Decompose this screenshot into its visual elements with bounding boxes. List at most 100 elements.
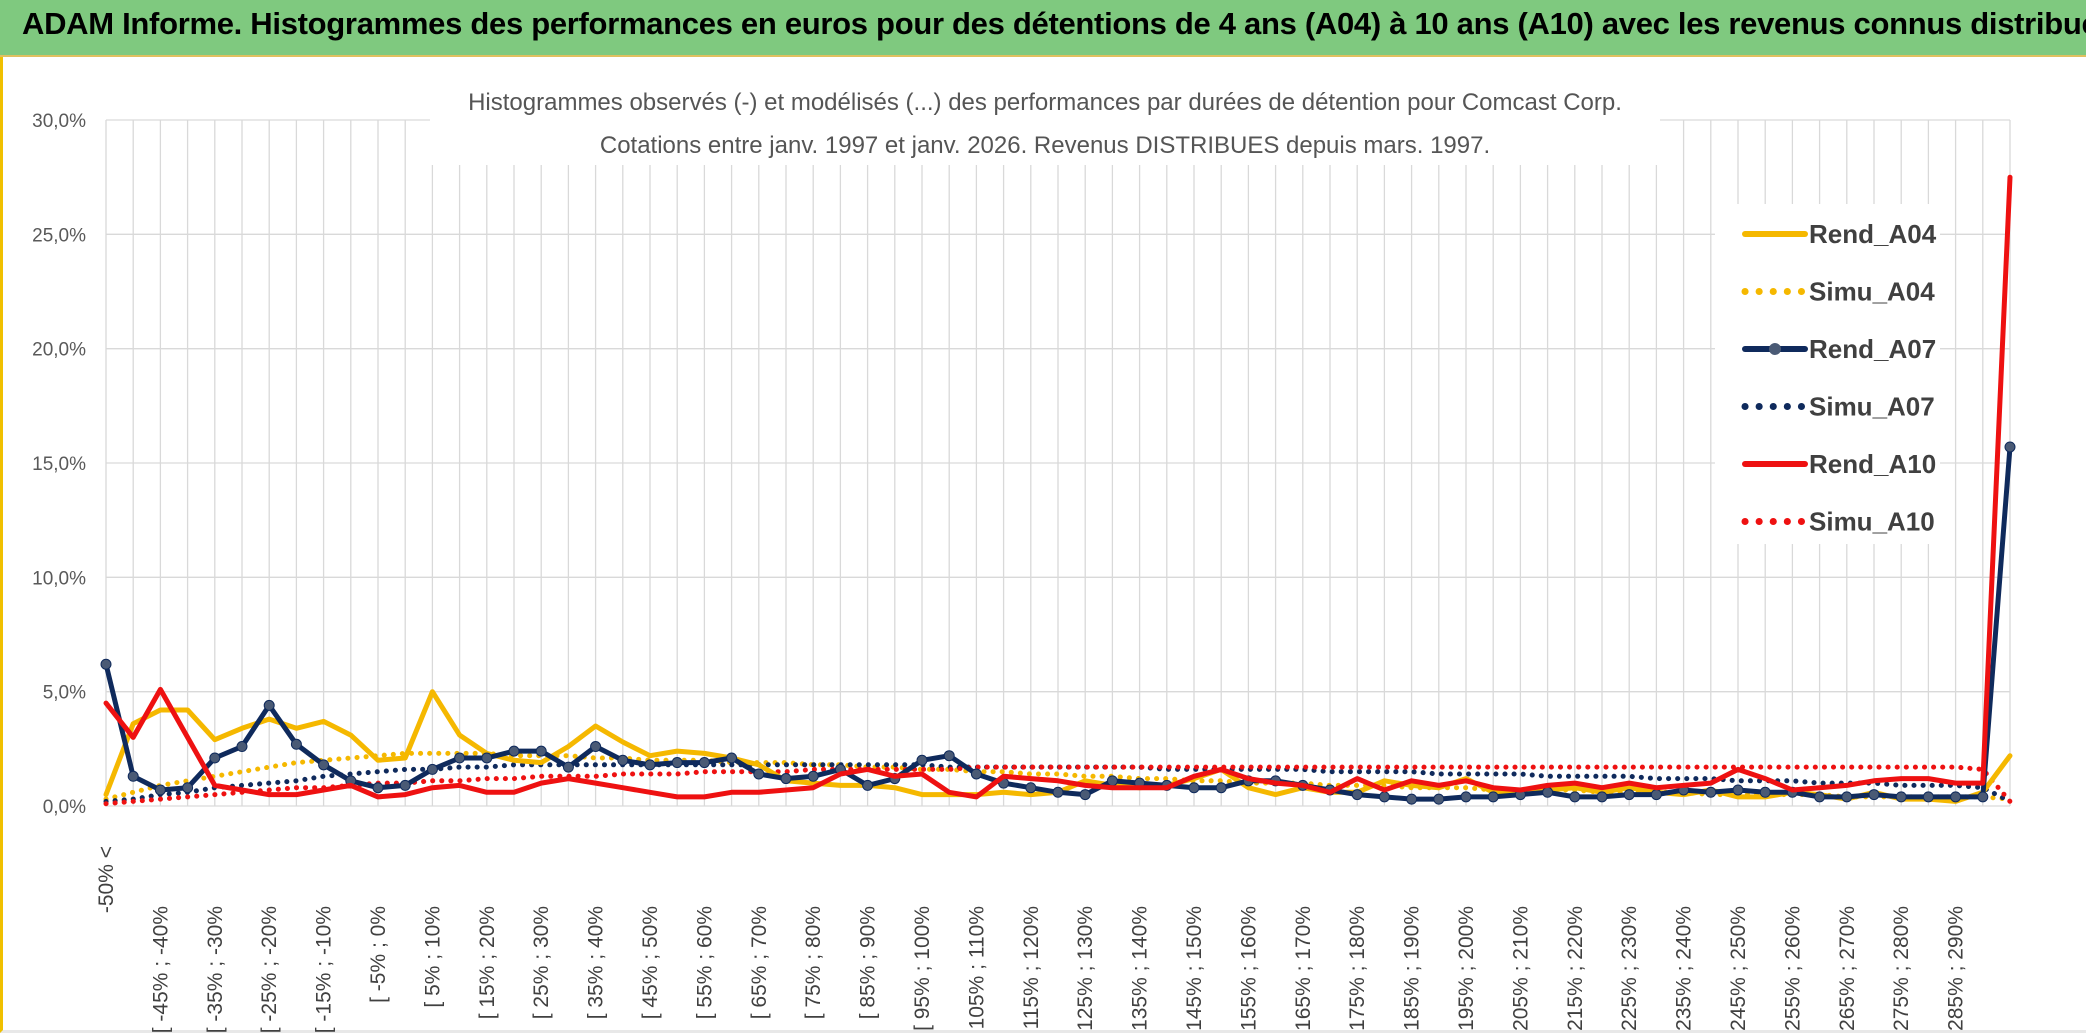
data-point (290, 738, 302, 750)
data-point (1977, 791, 1989, 803)
data-point (1841, 791, 1853, 803)
data-point (1433, 793, 1445, 805)
x-tick-label: [ 215% ; 220% (1564, 906, 1587, 1033)
data-point (1895, 791, 1907, 803)
data-point (644, 759, 656, 771)
x-tick-label: [ 35% ; 40% (585, 906, 608, 1019)
data-point (617, 754, 629, 766)
legend-item-Simu_A07: Simu_A07 (1741, 392, 1935, 422)
data-point (2004, 441, 2016, 453)
x-tick-label: [ 255% ; 260% (1781, 906, 1804, 1033)
y-tick-label: 25,0% (32, 225, 86, 246)
legend-label: Simu_A04 (1809, 277, 1935, 307)
data-point (1623, 789, 1635, 801)
data-point (454, 752, 466, 764)
y-axis-ticks: 0,0% 5,0% 10,0% 15,0% 20,0% 25,0% 30,0% (32, 111, 86, 818)
data-point (943, 750, 955, 762)
data-point (1188, 782, 1200, 794)
data-point (1106, 775, 1118, 787)
data-point (399, 779, 411, 791)
x-tick-label: [ 195% ; 200% (1455, 906, 1478, 1033)
data-point (100, 658, 112, 670)
x-tick-label: [ 285% ; 290% (1945, 906, 1968, 1033)
legend-label: Rend_A07 (1809, 334, 1936, 364)
data-point (1814, 791, 1826, 803)
data-point (916, 754, 928, 766)
data-point (1406, 793, 1418, 805)
x-tick-label: [ 265% ; 270% (1836, 906, 1859, 1033)
data-point (1759, 786, 1771, 798)
data-point (590, 741, 602, 753)
title-background (430, 80, 1660, 165)
series-layer (100, 174, 2016, 807)
data-point (1950, 791, 1962, 803)
legend: Rend_A04 Simu_A04 Rend_A07 Simu_A07 Rend_A10… (1715, 204, 1940, 544)
series-Rend_A10 (103, 174, 2013, 800)
x-tick-label: [ 25% ; 30% (530, 906, 553, 1019)
data-point (1542, 786, 1554, 798)
data-point (1596, 791, 1608, 803)
legend-marker (1769, 343, 1781, 355)
x-tick-label: [ 245% ; 250% (1727, 906, 1750, 1033)
chart-title: Histogrammes observés (-) et modélisés (… (468, 89, 1622, 116)
legend-label: Rend_A10 (1809, 449, 1936, 479)
x-tick-label: [ 105% ; 110% (965, 906, 988, 1033)
x-tick-label: [ 45% ; 50% (639, 906, 662, 1019)
y-tick-label: 5,0% (43, 683, 86, 704)
x-tick-label: [ 155% ; 160% (1237, 906, 1260, 1033)
x-tick-label: [ 55% ; 60% (693, 906, 716, 1019)
data-point (970, 768, 982, 780)
y-tick-label: 15,0% (32, 454, 86, 475)
y-tick-label: 0,0% (43, 797, 86, 818)
data-point (263, 699, 275, 711)
x-tick-label: -50% < (95, 846, 118, 913)
series-line-Rend_A10 (103, 174, 2013, 800)
data-point (209, 752, 221, 764)
data-point (1460, 791, 1472, 803)
chart-subtitle: Cotations entre janv. 1997 et janv. 2026… (600, 132, 1490, 159)
x-tick-label: [ 95% ; 100% (911, 906, 934, 1031)
x-tick-label: [ 75% ; 80% (802, 906, 825, 1019)
x-tick-label: [ 145% ; 150% (1183, 906, 1206, 1033)
data-point (508, 745, 520, 757)
data-point (698, 757, 710, 769)
data-point (753, 768, 765, 780)
data-point (154, 784, 166, 796)
data-point (182, 782, 194, 794)
data-point (1922, 791, 1934, 803)
legend-item-Rend_A10: Rend_A10 (1742, 449, 1936, 479)
legend-item-Simu_A04: Simu_A04 (1741, 277, 1935, 307)
x-tick-label: [ 165% ; 170% (1292, 906, 1315, 1033)
series-line-Simu_A10 (103, 764, 2013, 807)
legend-label: Rend_A04 (1809, 219, 1937, 249)
data-point (127, 770, 139, 782)
legend-item-Rend_A04: Rend_A04 (1742, 219, 1937, 249)
data-point (862, 779, 874, 791)
legend-background (1715, 204, 1940, 544)
x-tick-label: [ 15% ; 20% (476, 906, 499, 1019)
data-point (1215, 782, 1227, 794)
y-tick-label: 30,0% (32, 111, 86, 132)
x-tick-label: [ -5% ; 0% (367, 906, 390, 1003)
data-point (372, 782, 384, 794)
x-tick-label: [ 235% ; 240% (1673, 906, 1696, 1033)
x-tick-label: [ 65% ; 70% (748, 906, 771, 1019)
x-axis-ticks: -50% < [ -45% ; -40% [ -35% ; -30% [ -25% ;… (95, 846, 1968, 1033)
legend-label: Simu_A10 (1809, 507, 1935, 537)
report-title: ADAM Informe. Histogrammes des performan… (22, 6, 2086, 41)
legend-item-Simu_A10: Simu_A10 (1741, 507, 1935, 537)
x-tick-label: [ 175% ; 180% (1346, 906, 1369, 1033)
report-banner: ADAM Informe. Histogrammes des performan… (0, 0, 2086, 57)
x-tick-label: [ 115% ; 120% (1020, 906, 1043, 1033)
data-point (562, 761, 574, 773)
chart-frame (0, 57, 2086, 1033)
data-point (481, 752, 493, 764)
data-point (807, 770, 819, 782)
data-point (1025, 782, 1037, 794)
data-point (1351, 789, 1363, 801)
chart-title-box: Histogrammes observés (-) et modélisés (… (430, 80, 1660, 165)
data-point (1079, 789, 1091, 801)
data-point (1705, 786, 1717, 798)
x-tick-label: [ 125% ; 130% (1074, 906, 1097, 1033)
